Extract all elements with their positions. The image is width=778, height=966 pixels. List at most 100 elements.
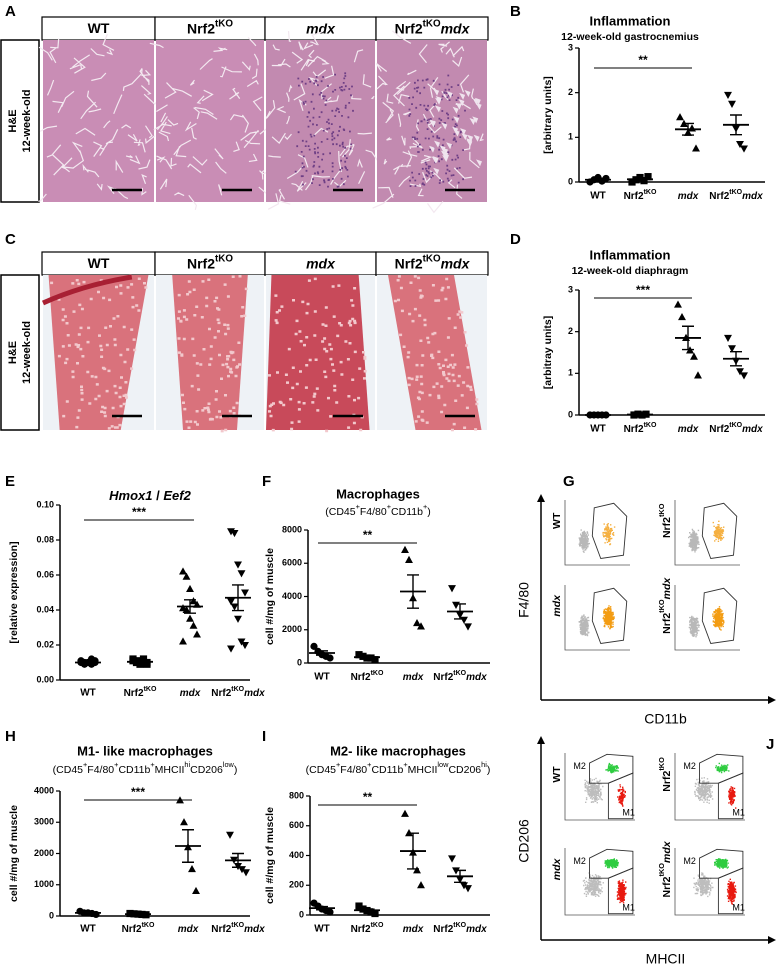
- error-bar: [682, 325, 694, 351]
- data-point: [413, 618, 421, 627]
- gated-events: [712, 520, 725, 542]
- panel-letter: B: [510, 3, 521, 20]
- text-run: Nrf2: [395, 20, 423, 36]
- gate: [591, 587, 628, 644]
- italic-run: mdx: [244, 924, 265, 935]
- data-point: [180, 818, 188, 826]
- sample-label: Nrf2tKO: [657, 757, 672, 792]
- y-tick-label: 1000: [34, 879, 54, 889]
- data-point: [188, 864, 196, 873]
- histology-image: [43, 40, 154, 202]
- significance-label: ***: [132, 505, 146, 519]
- text-run: CD11b: [391, 506, 423, 518]
- plot-frame: [564, 585, 630, 651]
- superscript: tKO: [215, 254, 233, 265]
- row-label-box: [0, 39, 40, 203]
- text-run: Nrf2: [661, 613, 673, 634]
- data-point: [310, 642, 318, 650]
- chart-title: Inflammation: [590, 13, 671, 28]
- arrow-head: [537, 736, 545, 744]
- error-bar: [454, 869, 466, 883]
- y-axis-label: F4/80: [516, 582, 532, 618]
- event-cloud: [694, 777, 714, 804]
- panel-letter: J: [766, 736, 774, 753]
- superscript: +: [114, 760, 118, 769]
- x-tick-label: WT: [314, 672, 330, 683]
- error-bar: [361, 908, 373, 913]
- significance-label: **: [363, 790, 373, 804]
- data-point: [241, 589, 249, 597]
- gate: [701, 502, 738, 559]
- plot-frame: [564, 848, 635, 916]
- y-tick-label: 600: [289, 820, 304, 830]
- text-run: ): [487, 764, 491, 776]
- y-tick-label: 1: [568, 368, 573, 378]
- italic-run: mdx: [466, 924, 487, 935]
- data-point: [227, 598, 235, 606]
- text-run: Nrf2: [624, 424, 644, 435]
- significance-label: ***: [636, 283, 650, 297]
- superscript: tKO: [371, 670, 384, 677]
- chart-subtitle: 12-week-old diaphragm: [572, 265, 689, 277]
- data-point: [740, 145, 748, 153]
- error-bar: [316, 905, 328, 911]
- y-tick-label: 0: [568, 409, 573, 419]
- data-point: [186, 584, 194, 593]
- fiber-borders: [38, 33, 165, 202]
- x-tick-label: mdx: [180, 688, 201, 699]
- m2-events: [715, 762, 730, 774]
- data-point: [192, 886, 200, 895]
- y-axis-label: [relative expression]: [8, 541, 20, 643]
- y-axis-label: [arbitrary units]: [542, 76, 554, 154]
- text-run: ): [234, 764, 238, 776]
- y-tick-label: 2: [568, 87, 573, 97]
- data-point: [688, 124, 696, 132]
- data-point: [417, 622, 425, 630]
- y-axis-label: CD206: [516, 819, 532, 863]
- data-point: [405, 555, 413, 563]
- chart-title: Hmox1 / Eef2: [109, 488, 191, 503]
- data-point: [179, 637, 187, 645]
- sample-label: Nrf2tKOmdx: [657, 577, 672, 634]
- y-axis-label: cell #/mg of muscle: [8, 805, 20, 902]
- text-run: Nrf2: [624, 191, 644, 202]
- text-run: Nrf2: [124, 688, 144, 699]
- data-point: [234, 561, 242, 569]
- text-run: Nrf2: [709, 191, 729, 202]
- x-tick-label: Nrf2tKOmdx: [433, 670, 487, 682]
- column-header: WT: [88, 255, 110, 271]
- y-tick-label: 800: [289, 790, 304, 800]
- text-run: F4/80: [87, 764, 114, 776]
- y-axis-label: cell #/mg of muscle: [264, 548, 276, 645]
- panel-letter: E: [5, 473, 15, 490]
- plot-frame: [674, 585, 740, 651]
- italic-run: mdx: [742, 424, 763, 435]
- x-tick-label: Nrf2tKOmdx: [211, 686, 265, 698]
- text-run: Nrf2: [661, 771, 673, 792]
- x-tick-label: WT: [590, 191, 606, 202]
- superscript: +: [387, 502, 391, 511]
- x-tick-label: Nrf2tKO: [624, 422, 657, 434]
- error-bar: [361, 655, 373, 659]
- error-bar: [232, 852, 244, 868]
- data-point: [694, 371, 702, 379]
- error-bar: [730, 350, 742, 367]
- superscript: +: [423, 502, 427, 511]
- panel-letter: G: [563, 473, 575, 490]
- data-point: [189, 621, 198, 629]
- data-point: [452, 601, 460, 609]
- italic-run: mdx: [466, 672, 487, 683]
- italic-run: mdx: [180, 688, 201, 699]
- event-cloud: [688, 528, 700, 553]
- data-point: [189, 597, 198, 605]
- error-bar: [407, 574, 419, 609]
- data-point: [355, 902, 363, 910]
- gate-label: M1: [732, 903, 745, 913]
- data-point: [728, 100, 736, 108]
- gate-label: M2: [573, 761, 586, 771]
- italic-run: mdx: [661, 577, 673, 600]
- y-tick-label: 6000: [282, 558, 302, 568]
- data-point: [724, 91, 732, 100]
- y-tick-label: 4000: [282, 591, 302, 601]
